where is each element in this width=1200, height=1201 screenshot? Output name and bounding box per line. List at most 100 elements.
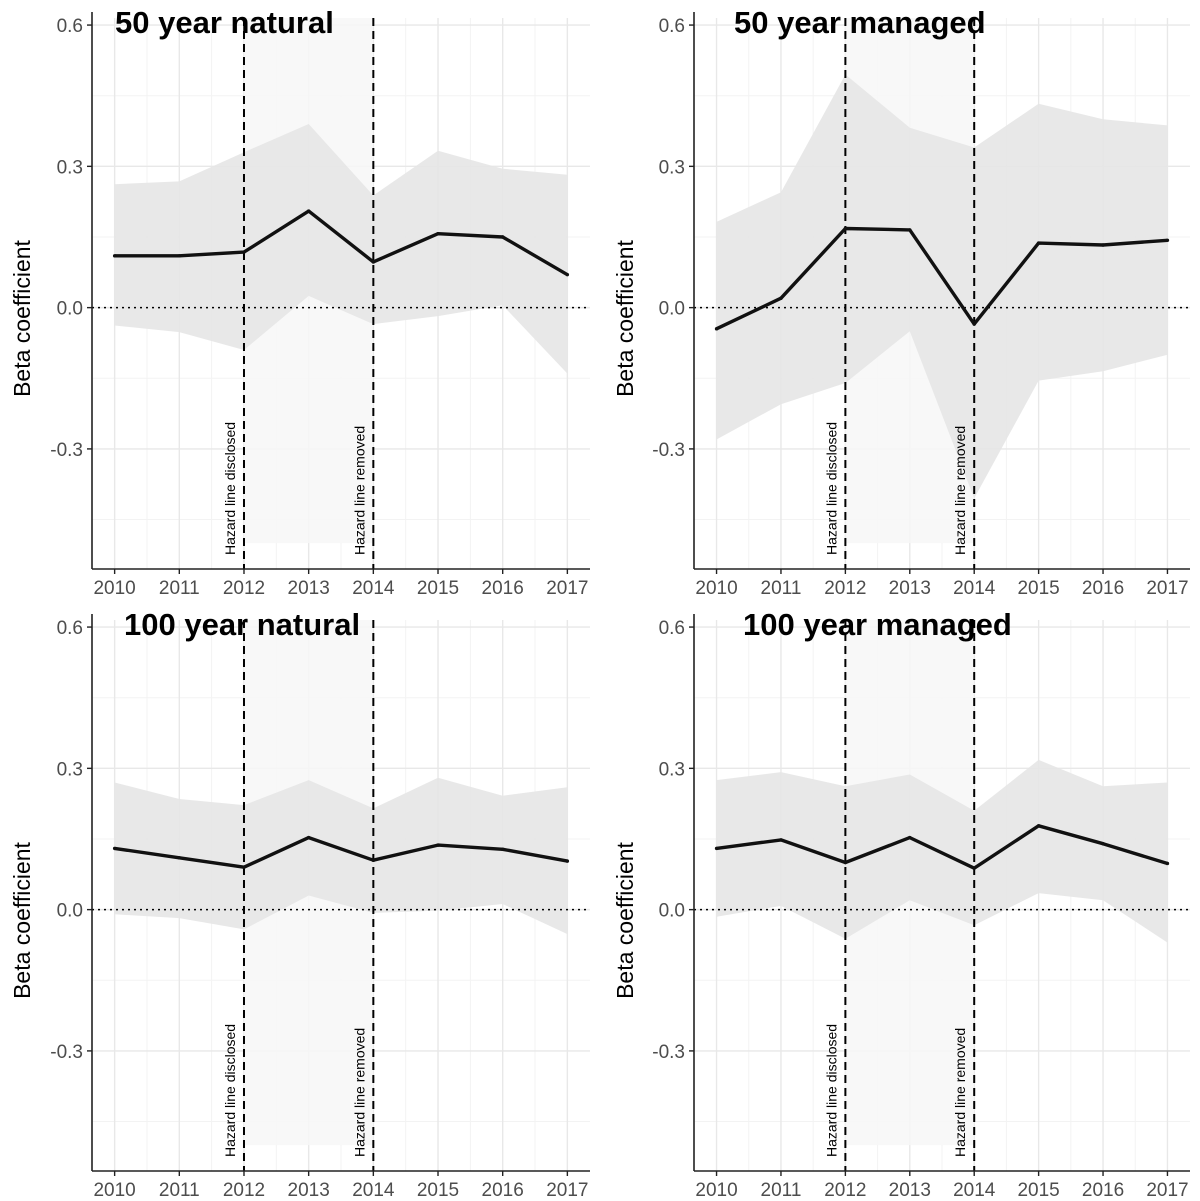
x-tick-label: 2016: [1082, 1180, 1124, 1201]
x-tick-label: 2012: [824, 1180, 866, 1201]
y-tick-label: 0.6: [57, 16, 83, 37]
x-tick-label: 2010: [695, 578, 737, 599]
series-line: [114, 835, 568, 869]
x-tick-label: 2014: [953, 578, 996, 599]
data-point: [779, 296, 783, 300]
x-tick-label: 2015: [1017, 1180, 1059, 1201]
x-tick-label: 2015: [417, 578, 459, 599]
x-tick-label: 2014: [953, 1180, 996, 1201]
x-tick-label: 2012: [223, 578, 265, 599]
y-tick-label: 0.3: [57, 759, 83, 780]
panel-title: 100 year managed: [743, 607, 1012, 642]
x-tick-label: 2011: [159, 1180, 200, 1201]
y-tick-label: 0.0: [57, 299, 83, 320]
data-point: [177, 254, 182, 258]
y-tick-label: 0.6: [659, 618, 685, 639]
x-tick-label: 2017: [1146, 1180, 1188, 1201]
x-tick-label: 2010: [93, 1180, 135, 1201]
confidence-ribbon: [114, 777, 568, 935]
data-point: [436, 843, 440, 847]
x-tick-label: 2014: [352, 1180, 395, 1201]
event-label: Hazard line disclosed: [222, 422, 238, 555]
event-label: Hazard line disclosed: [823, 422, 839, 555]
data-point: [500, 235, 505, 239]
x-tick-label: 2017: [546, 1180, 588, 1201]
event-label: Hazard line removed: [952, 426, 968, 555]
data-point: [714, 846, 719, 851]
panel-title: 50 year managed: [734, 5, 986, 40]
x-tick-label: 2016: [482, 578, 524, 599]
data-point: [1101, 841, 1105, 846]
x-tick-label: 2013: [288, 1180, 330, 1201]
data-point: [112, 254, 117, 258]
y-axis-label: Beta coefficient: [9, 841, 35, 998]
panel-title: 100 year natural: [124, 607, 360, 642]
y-tick-label: 0.3: [57, 157, 83, 178]
confidence-ribbon: [114, 124, 568, 374]
data-point: [714, 327, 719, 331]
y-tick-label: -0.3: [652, 440, 685, 461]
data-point: [565, 859, 570, 863]
data-point: [1165, 861, 1170, 866]
y-tick-label: -0.3: [50, 440, 83, 461]
y-tick-label: 0.0: [659, 901, 685, 922]
chart-panel-3: Hazard line disclosed Hazard line removed…: [9, 607, 590, 1201]
chart-panel-2: Hazard line disclosed Hazard line removed…: [612, 5, 1190, 599]
event-label: Hazard line removed: [952, 1028, 968, 1157]
x-tick-label: 2015: [417, 1180, 459, 1201]
data-point: [112, 846, 117, 851]
data-point: [177, 856, 182, 860]
x-tick-label: 2012: [223, 1180, 265, 1201]
data-point: [1165, 238, 1170, 242]
data-point: [436, 231, 440, 236]
x-tick-label: 2015: [1017, 578, 1059, 599]
data-point: [972, 866, 976, 870]
y-tick-label: 0.3: [659, 157, 685, 178]
chart-panel-1: Hazard line disclosed Hazard line removed…: [9, 5, 590, 599]
panel-title: 50 year natural: [115, 5, 334, 40]
x-tick-label: 2013: [889, 578, 931, 599]
data-point: [843, 226, 848, 231]
series-line: [716, 824, 1168, 870]
x-tick-label: 2017: [546, 578, 588, 599]
data-point: [306, 209, 311, 213]
y-axis-label: Beta coefficient: [612, 239, 638, 396]
event-label: Hazard line disclosed: [222, 1024, 238, 1157]
data-point: [371, 858, 376, 862]
series-line: [715, 226, 1168, 331]
y-axis-label: Beta coefficient: [9, 239, 35, 396]
x-tick-label: 2017: [1146, 578, 1188, 599]
data-point: [1036, 241, 1041, 245]
y-axis-label: Beta coefficient: [612, 841, 638, 998]
data-point: [908, 228, 912, 232]
x-tick-label: 2016: [482, 1180, 524, 1201]
data-point: [1101, 243, 1105, 247]
data-point: [779, 838, 783, 842]
chart-panel-4: Hazard line disclosed Hazard line removed…: [612, 607, 1190, 1201]
y-tick-label: 0.0: [659, 299, 685, 320]
confidence-ribbon: [716, 74, 1168, 499]
y-tick-label: -0.3: [50, 1042, 83, 1063]
x-tick-label: 2013: [288, 578, 330, 599]
data-point: [1036, 824, 1041, 828]
data-point: [500, 847, 505, 852]
data-point: [306, 835, 311, 840]
data-point: [972, 322, 976, 326]
x-tick-label: 2011: [159, 578, 200, 599]
x-tick-label: 2011: [761, 1180, 802, 1201]
y-tick-label: 0.6: [659, 16, 685, 37]
y-tick-label: 0.0: [57, 901, 83, 922]
x-tick-label: 2010: [93, 578, 135, 599]
data-point: [242, 865, 246, 869]
x-tick-label: 2016: [1082, 578, 1124, 599]
x-tick-label: 2011: [761, 578, 802, 599]
event-label: Hazard line removed: [351, 1028, 367, 1157]
series-line: [114, 209, 569, 277]
x-tick-label: 2014: [352, 578, 395, 599]
data-point: [908, 835, 912, 840]
data-point: [843, 860, 848, 865]
data-point: [242, 250, 246, 254]
x-tick-label: 2010: [695, 1180, 737, 1201]
y-tick-label: 0.3: [659, 759, 685, 780]
